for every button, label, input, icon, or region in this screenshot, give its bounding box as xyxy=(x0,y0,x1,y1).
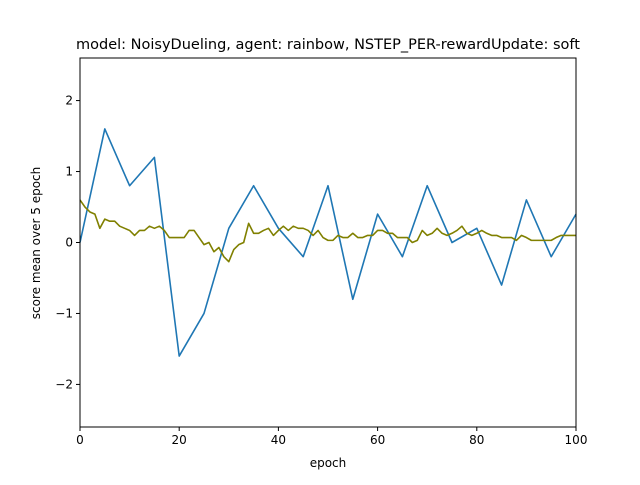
series-line-2 xyxy=(79,199,576,263)
chart-title: model: NoisyDueling, agent: rainbow, NST… xyxy=(76,37,580,53)
y-tick-label: 2 xyxy=(65,94,73,108)
series-line-1 xyxy=(79,128,577,357)
x-tick-label: 40 xyxy=(271,433,286,447)
y-tick-label: −1 xyxy=(55,306,73,320)
x-tick-label: 20 xyxy=(172,433,187,447)
x-axis-ticks: 0 20 40 60 80 100 xyxy=(76,427,587,447)
x-tick-label: 60 xyxy=(370,433,385,447)
x-axis-label: epoch xyxy=(310,456,347,470)
series-layer xyxy=(79,128,577,357)
y-tick-label: 1 xyxy=(65,165,73,179)
x-tick-label: 80 xyxy=(469,433,484,447)
x-tick-label: 0 xyxy=(76,433,84,447)
y-axis-label: score mean over 5 epoch xyxy=(29,167,43,319)
x-tick-label: 100 xyxy=(565,433,588,447)
y-tick-label: −2 xyxy=(55,377,73,391)
y-axis-ticks: −2 −1 0 1 2 xyxy=(55,94,80,391)
y-tick-label: 0 xyxy=(65,236,73,250)
